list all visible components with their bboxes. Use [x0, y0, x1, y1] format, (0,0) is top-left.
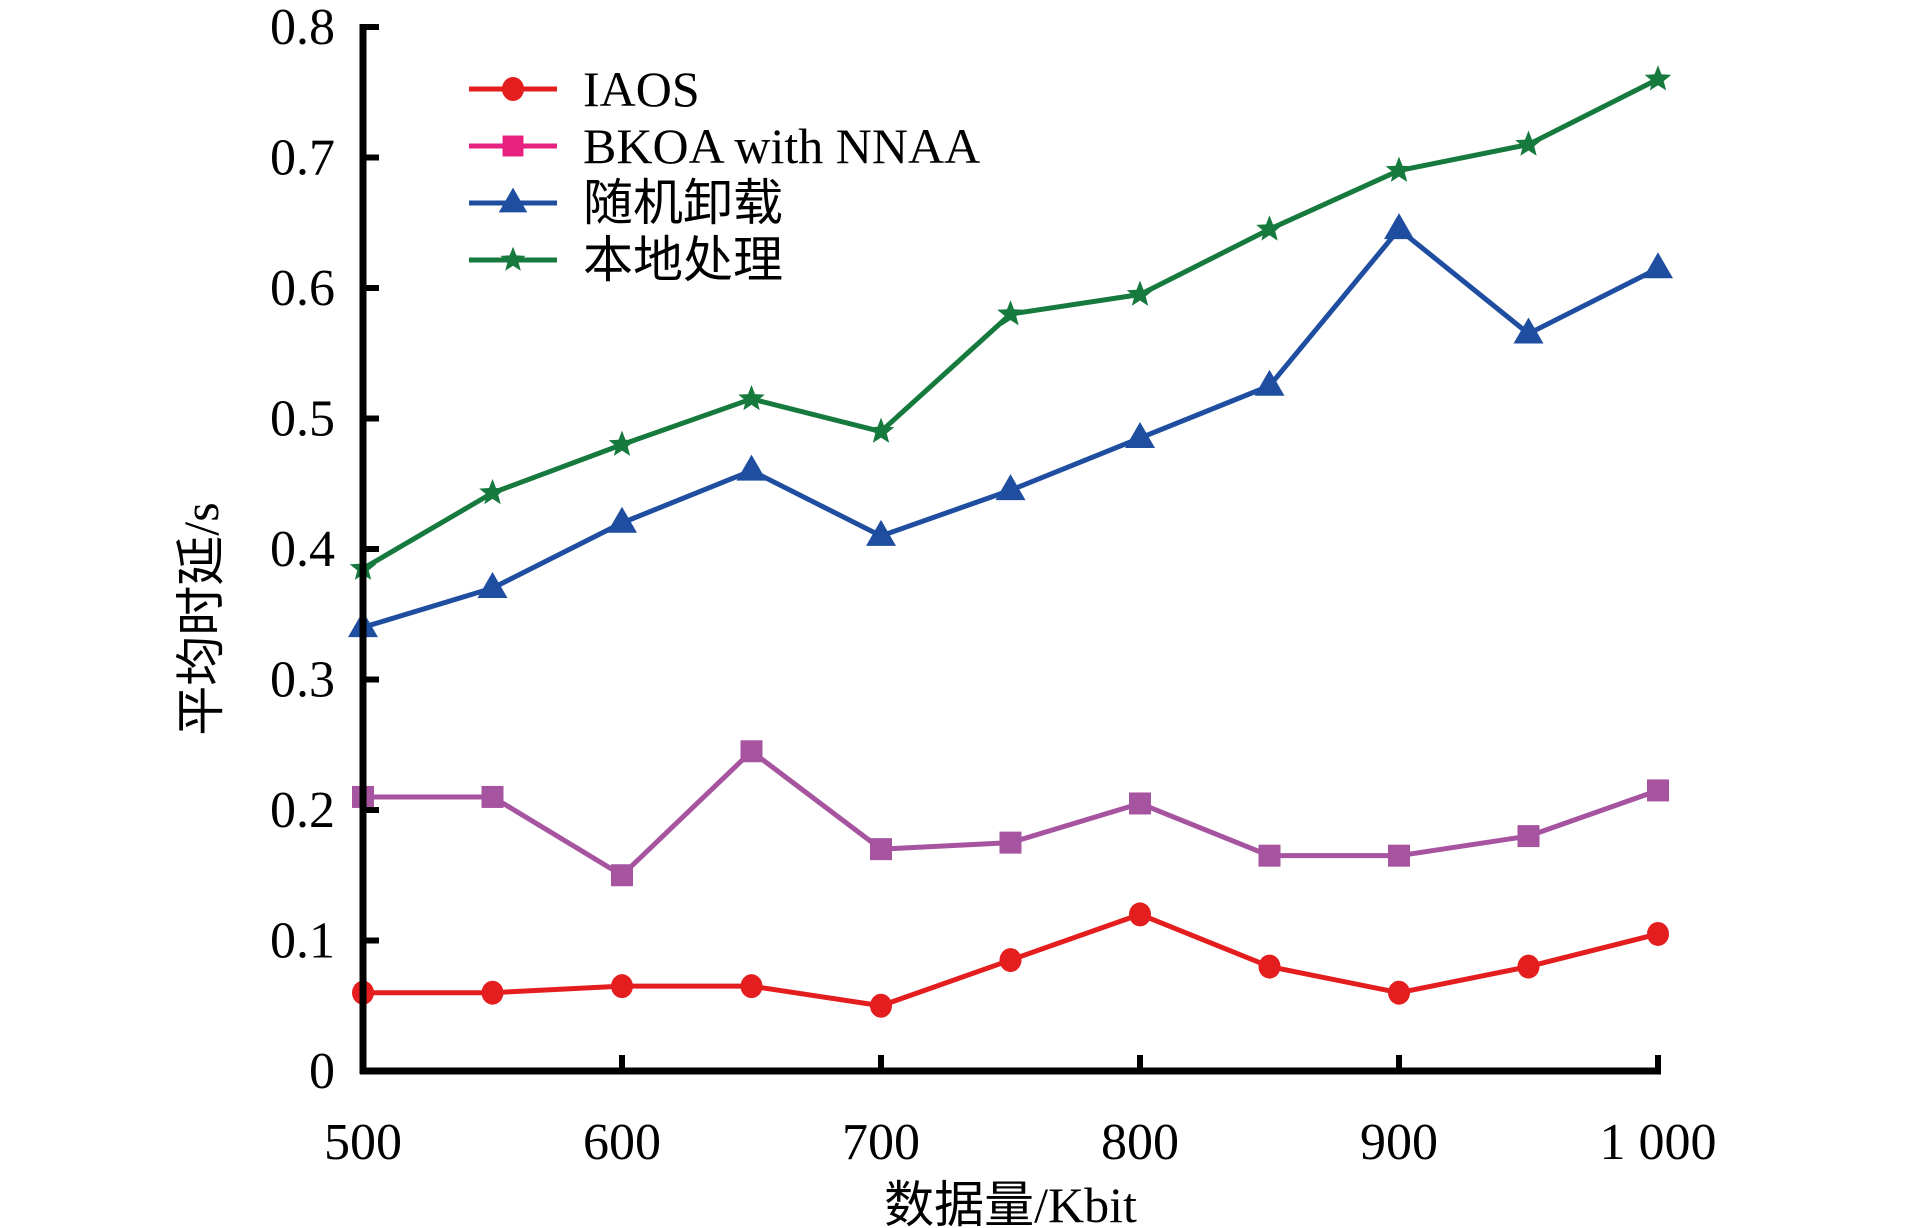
data-point-square: [481, 785, 504, 808]
y-ticks: 0 0.1 0.2 0.3 0.4 0.5 0.6 0.7 0.8: [270, 0, 379, 1100]
data-point-circle: [1517, 954, 1540, 979]
x-tick-label: 500: [324, 1114, 402, 1171]
data-point-circle: [611, 974, 633, 999]
legend-square-icon: [502, 135, 524, 157]
x-tick-label: 600: [583, 1114, 661, 1171]
series-3: [349, 65, 1672, 580]
legend-label: 本地处理: [583, 232, 783, 288]
legend-circle-icon: [502, 77, 524, 101]
data-point-square: [611, 864, 633, 887]
x-tick-label: 700: [842, 1114, 920, 1171]
legend-item: 本地处理: [469, 232, 783, 288]
x-tick-label: 800: [1101, 1114, 1179, 1171]
data-point-square: [999, 831, 1022, 854]
x-tick-label: 900: [1360, 1114, 1438, 1171]
data-point-square: [740, 740, 763, 763]
data-point-triangle: [995, 474, 1026, 501]
data-point-circle: [481, 980, 504, 1005]
data-point-square: [870, 838, 892, 861]
legend-label: 随机卸载: [583, 175, 783, 231]
data-point-triangle: [477, 572, 508, 599]
data-point-triangle: [1125, 421, 1155, 448]
y-tick-label: 0: [309, 1043, 335, 1100]
data-point-circle: [740, 974, 763, 999]
legend-star-icon: [500, 246, 526, 271]
data-point-square: [1258, 844, 1281, 867]
data-point-star: [997, 300, 1024, 326]
y-tick-label: 0.7: [270, 130, 335, 187]
data-point-square: [1517, 825, 1540, 848]
series-1: [352, 740, 1669, 887]
legend-item: BKOA with NNAA: [469, 118, 980, 174]
legend-label: IAOS: [583, 61, 700, 117]
data-point-square: [1129, 792, 1151, 815]
data-point-triangle: [607, 506, 637, 533]
data-point-star: [738, 384, 765, 411]
data-point-circle: [1388, 980, 1410, 1005]
data-point-triangle: [1254, 369, 1285, 396]
x-ticks: 500 600 700 800 900 1 000: [324, 1055, 1717, 1171]
data-point-triangle: [866, 519, 896, 546]
data-point-star: [1256, 215, 1283, 241]
data-point-star: [867, 417, 895, 443]
y-tick-label: 0.6: [270, 260, 335, 317]
data-point-triangle: [1513, 317, 1544, 344]
data-point-circle: [1129, 902, 1151, 927]
legend-label: BKOA with NNAA: [583, 118, 980, 174]
data-point-square: [1388, 844, 1410, 867]
data-point-circle: [999, 948, 1022, 973]
data-point-star: [608, 430, 636, 456]
series-line: [362, 226, 1660, 630]
data-point-star: [479, 478, 506, 505]
data-point-triangle: [736, 454, 767, 481]
data-point-circle: [1258, 954, 1281, 979]
data-point-square: [1647, 779, 1669, 802]
series-layer: [348, 65, 1673, 1018]
y-tick-label: 0.5: [270, 391, 335, 448]
data-point-star: [1644, 65, 1672, 91]
y-tick-label: 0.8: [270, 0, 335, 56]
series-line: [363, 748, 1659, 878]
y-tick-label: 0.4: [270, 521, 335, 578]
data-point-triangle: [1643, 252, 1673, 279]
data-point-circle: [870, 993, 892, 1018]
data-point-triangle: [1384, 213, 1414, 240]
series-0: [352, 902, 1669, 1018]
y-tick-label: 0.3: [270, 652, 335, 709]
legend-item: IAOS: [469, 61, 700, 117]
x-tick-label: 1 000: [1600, 1114, 1717, 1171]
data-point-star: [1385, 156, 1413, 182]
y-tick-label: 0.1: [270, 913, 335, 970]
data-point-star: [1126, 280, 1154, 306]
y-axis-title: 平均时延/s: [173, 502, 229, 735]
series-2: [348, 213, 1673, 638]
legend-triangle-icon: [498, 187, 528, 213]
x-axis-title: 数据量/Kbit: [884, 1177, 1137, 1228]
data-point-star: [1515, 130, 1542, 156]
legend-item: 随机卸载: [469, 175, 783, 231]
y-tick-label: 0.2: [270, 782, 335, 839]
axes: 0 0.1 0.2 0.3 0.4 0.5 0.6 0.7 0.8 500 600 700 800 90…: [270, 0, 1717, 1171]
data-point-circle: [1647, 921, 1669, 946]
